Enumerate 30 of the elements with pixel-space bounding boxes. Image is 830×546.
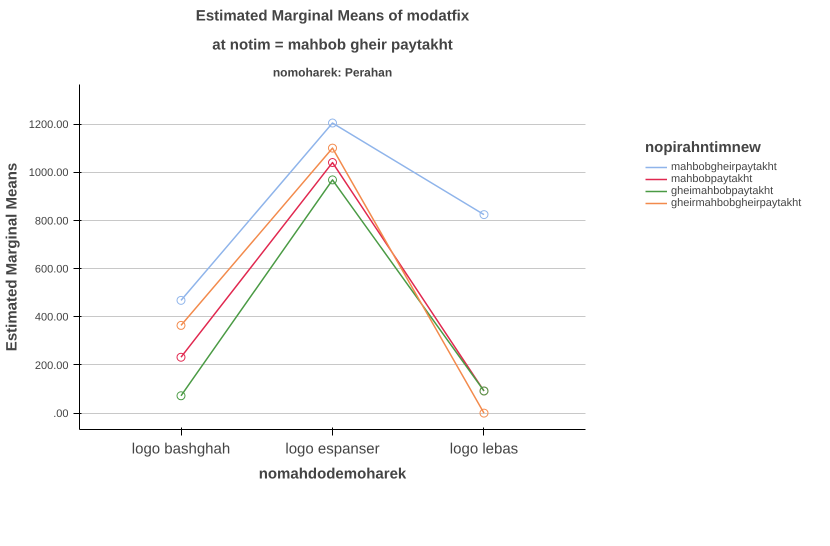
text: nomoharek: Perahan — [272, 66, 392, 80]
point — [479, 210, 488, 220]
legend-label: mahbobpaytakht — [671, 173, 752, 185]
x-tick-label: logo lebas — [450, 440, 518, 458]
y-tick-label: 200.00 — [34, 360, 69, 372]
y-tick-label: 600.00 — [34, 264, 69, 276]
point — [479, 408, 488, 418]
point — [328, 118, 337, 128]
x-tick-label: logo espanser — [285, 440, 380, 458]
y-tick-label: .00 — [53, 408, 69, 420]
x-axis-title: nomahdodemoharek — [258, 466, 407, 482]
y-tick-label: 400.00 — [34, 312, 69, 324]
y-tick-label: 800.00 — [34, 215, 69, 228]
point — [328, 144, 337, 153]
legend-label: mahbobgheirpaytakht — [671, 161, 777, 173]
y-tick-label: 1000.00 — [28, 167, 69, 180]
legend-label: gheimahbobpaytakht — [671, 185, 774, 197]
legend-title: nopirahntimnew — [645, 139, 762, 156]
point — [176, 320, 186, 330]
point — [328, 175, 337, 184]
x-tick-label: logo bashghah — [132, 440, 230, 458]
point — [176, 296, 186, 305]
legend-label: gheirmahbobgheirpaytakht — [671, 197, 802, 209]
chart-subtitle: at notim = mahbob gheir paytakht — [212, 36, 453, 54]
point — [176, 391, 186, 400]
point — [176, 352, 186, 362]
y-tick-label: 1200.00 — [28, 119, 69, 132]
y-axis-title: Estimated Marginal Means — [4, 162, 21, 352]
chart-title: Estimated Marginal Means of modatfix — [196, 8, 470, 24]
point — [328, 158, 337, 168]
